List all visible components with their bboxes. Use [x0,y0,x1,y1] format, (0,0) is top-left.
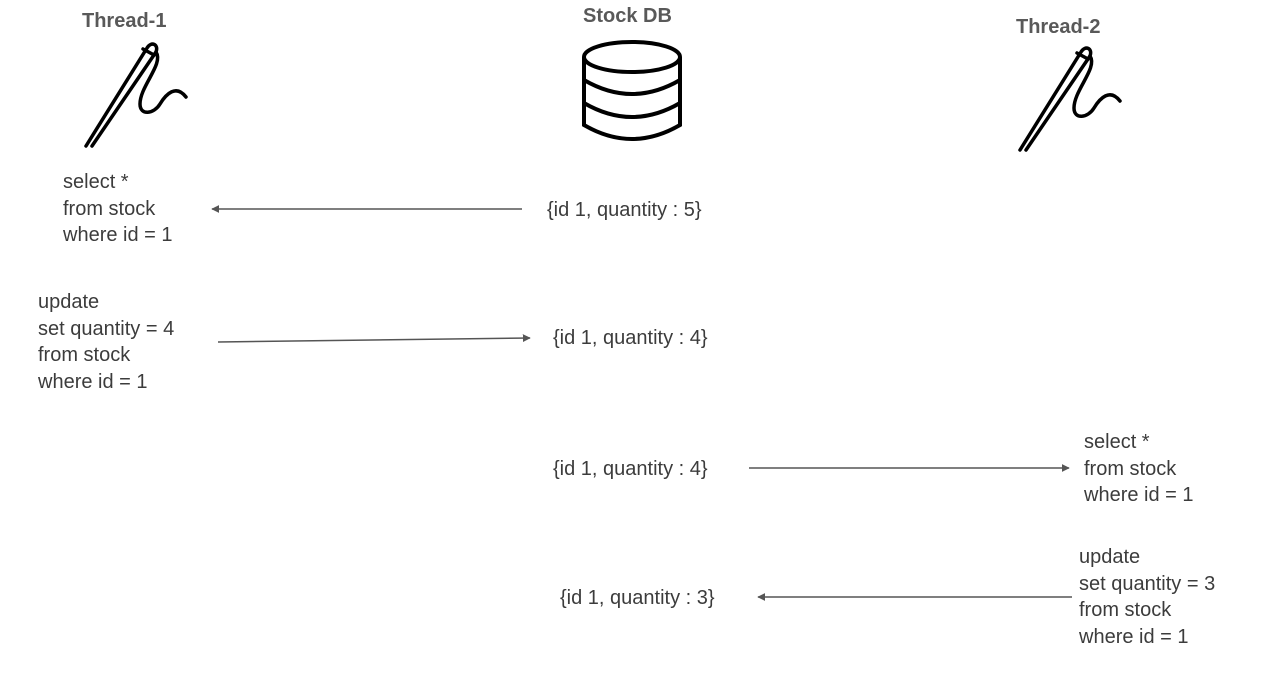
query-line: from stock [63,197,156,220]
query-line: where id = 1 [63,224,173,246]
arrow-thread-1-to-db [217,334,531,343]
query-line: set quantity = 3 [1079,572,1216,595]
thread-1-select-query: select * from stock where id = 1 [63,169,173,249]
query-line: select * [1084,431,1150,453]
thread-2-needle-icon [1018,46,1122,152]
query-line: update [1079,546,1141,568]
db-value-step-4: {id 1, quantity : 3} [560,587,715,609]
db-value-step-3: {id 1, quantity : 4} [553,458,708,480]
db-value-step-1: {id 1, quantity : 5} [547,199,702,221]
thread-2-select-query: select * from stock where id = 1 [1084,429,1194,509]
query-line: from stock [1079,599,1172,621]
thread-1-title: Thread-1 [82,10,167,32]
query-line: set quantity = 4 [38,317,175,340]
database-icon [582,40,682,141]
query-line: where id = 1 [1084,484,1194,506]
query-line: update [38,291,100,313]
thread-1-needle-icon [84,42,188,148]
query-line: from stock [38,344,131,366]
query-line: from stock [1084,457,1177,480]
thread-2-update-query: update set quantity = 3 from stock where… [1079,544,1215,650]
stock-db-title: Stock DB [583,5,672,27]
query-line: select * [63,171,129,193]
thread-2-title: Thread-2 [1016,16,1101,38]
db-value-step-2: {id 1, quantity : 4} [553,327,708,349]
query-line: where id = 1 [38,370,148,393]
query-line: where id = 1 [1079,625,1189,648]
thread-1-update-query: update set quantity = 4 from stock where… [38,289,174,395]
